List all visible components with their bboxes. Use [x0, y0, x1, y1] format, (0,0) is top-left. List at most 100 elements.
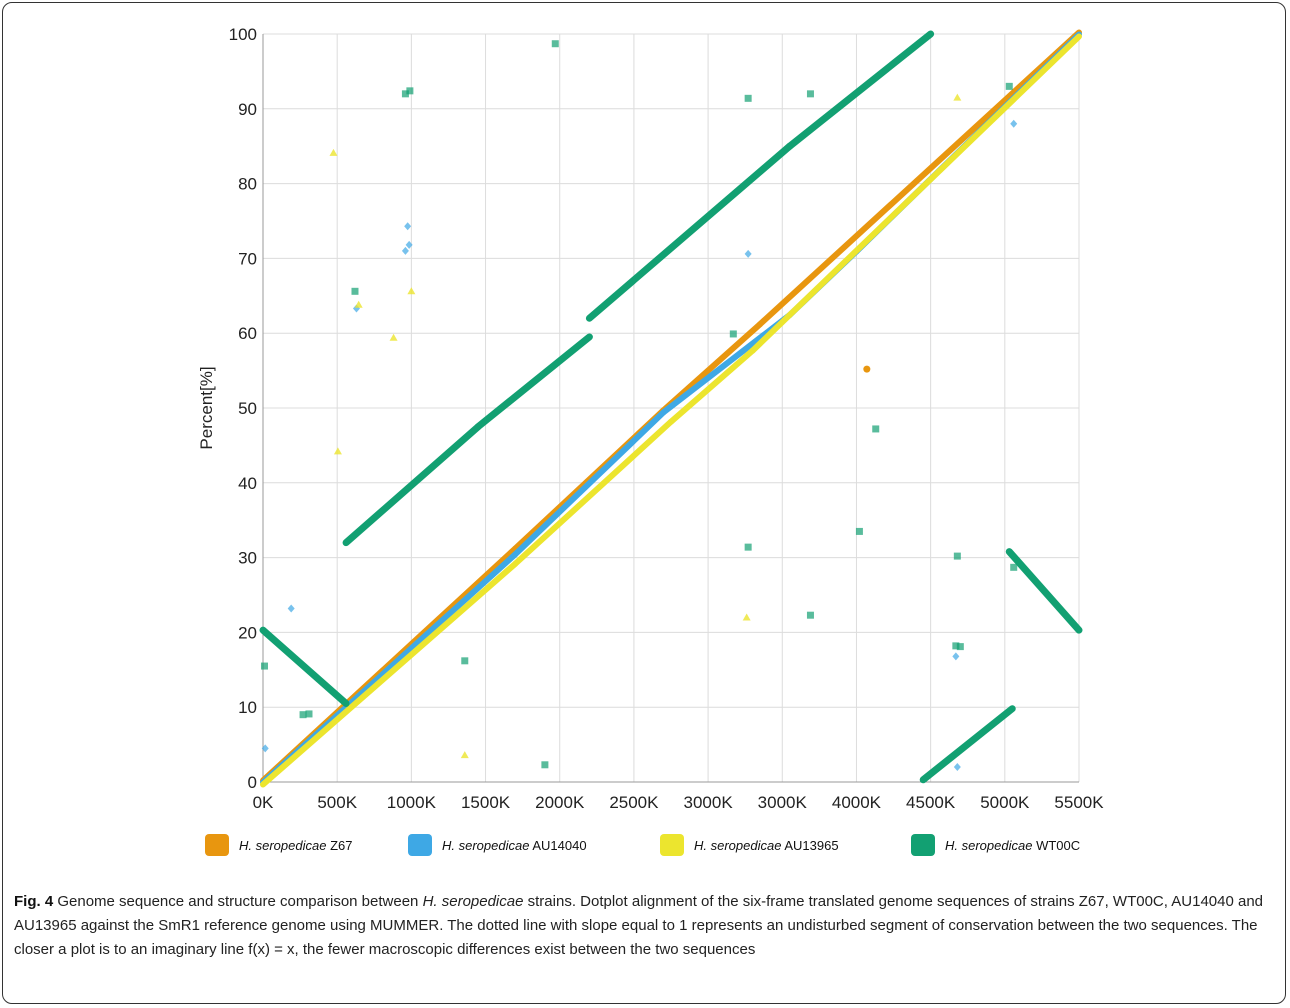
data-point: [389, 333, 398, 341]
data-point: [1005, 82, 1013, 90]
data-point: [806, 611, 814, 619]
legend-item-wt00c: H. seropedicae WT00C: [911, 832, 1080, 858]
y-tick-label: 80: [238, 175, 257, 194]
data-point: [744, 94, 752, 102]
y-tick-label: 50: [238, 399, 257, 418]
caption-species: H. seropedicae: [422, 893, 524, 910]
x-tick-label: 500K: [317, 793, 357, 812]
data-point: [872, 425, 880, 433]
alignment-segment: [259, 626, 350, 707]
data-point: [952, 642, 960, 650]
alignment-segment: [260, 560, 519, 788]
legend-label-au14040: H. seropedicae AU14040: [442, 837, 587, 853]
data-point: [744, 543, 752, 551]
data-point: [305, 710, 313, 718]
alignment-segment: [474, 333, 593, 431]
x-tick-label: 5500K: [1054, 793, 1104, 812]
x-tick-label: 4000K: [832, 793, 882, 812]
data-point: [461, 657, 469, 665]
x-tick-label: 1000K: [387, 793, 437, 812]
data-point: [404, 222, 412, 231]
data-point: [952, 652, 960, 661]
y-tick-label: 30: [238, 549, 257, 568]
data-point: [953, 552, 961, 560]
dotplot-chart: 0K 500K 1000K 1500K 2000K 2500K 3000K 3000K 4000…: [197, 25, 1104, 812]
legend-swatch-z67: [205, 834, 229, 856]
data-point: [407, 287, 416, 295]
data-point: [405, 240, 413, 249]
legend-swatch-au13965: [660, 834, 684, 856]
legend-label-z67: H. seropedicae Z67: [239, 837, 353, 853]
data-point: [806, 90, 814, 98]
alignment-segment: [668, 347, 756, 425]
y-tick-label: 60: [238, 324, 257, 343]
y-tick-label: 10: [238, 698, 257, 717]
data-point: [460, 751, 469, 759]
alignment-segment: [1005, 548, 1083, 634]
y-tick-label: 40: [238, 474, 257, 493]
data-point: [354, 300, 363, 308]
data-point: [401, 246, 409, 255]
data-point: [863, 365, 871, 373]
data-point: [742, 613, 751, 621]
data-point: [261, 744, 269, 753]
y-tick-label: 90: [238, 100, 257, 119]
series-wt00c: [259, 30, 1083, 784]
data-point: [541, 761, 549, 769]
alignment-segment: [757, 29, 1082, 328]
legend-label-wt00c: H. seropedicae WT00C: [945, 837, 1081, 853]
data-point: [329, 148, 338, 156]
data-point: [953, 93, 962, 101]
data-point: [744, 249, 752, 258]
x-tick-label: 4500K: [906, 793, 956, 812]
data-point: [260, 662, 268, 670]
legend-swatch-wt00c: [911, 834, 935, 856]
chart-legend: H. seropedicae Z67 H. seropedicae AU1404…: [205, 832, 1105, 858]
data-point: [1010, 119, 1018, 128]
y-axis-label: Percent[%]: [197, 366, 216, 449]
alignment-segment: [342, 423, 482, 547]
alignment-segment: [660, 321, 764, 414]
figure-caption: Fig. 4 Genome sequence and structure com…: [14, 890, 1276, 962]
data-point: [953, 763, 961, 772]
data-point: [406, 87, 414, 95]
y-tick-label: 0: [248, 773, 257, 792]
data-point: [333, 447, 342, 455]
y-tick-label: 20: [238, 623, 257, 642]
points-au13965: [329, 93, 962, 759]
data-point: [729, 330, 737, 338]
alignment-segment: [512, 418, 674, 567]
x-tick-label: 3000K: [684, 793, 734, 812]
data-point: [287, 604, 295, 613]
alignment-segment: [786, 30, 935, 150]
alignment-segment: [512, 409, 667, 558]
alignment-segment: [585, 142, 794, 322]
points-wt00c: [260, 40, 1018, 769]
series-au13965: [260, 33, 1082, 788]
caption-text-1: Genome sequence and structure comparison…: [53, 893, 423, 910]
legend-swatch-au14040: [408, 834, 432, 856]
points-z67: [863, 365, 871, 373]
alignment-segment: [919, 705, 1016, 784]
legend-item-au13965: H. seropedicae AU13965: [660, 832, 839, 858]
data-point: [1010, 563, 1018, 571]
caption-figure-label: Fig. 4: [14, 893, 54, 910]
x-tick-label: 5000K: [980, 793, 1030, 812]
caption-text-2: strains. Dotplot alignment of the six-fr…: [14, 893, 1264, 958]
x-tick-label: 0K: [253, 793, 274, 812]
alignment-segment: [749, 33, 1082, 354]
points-au14040: [261, 119, 1018, 772]
x-tick-label: 3000K: [758, 793, 808, 812]
legend-item-z67: H. seropedicae Z67: [205, 832, 352, 858]
y-tick-label: 100: [229, 25, 257, 44]
data-point: [351, 287, 359, 295]
y-tick-label: 70: [238, 249, 257, 268]
x-tick-label: 1500K: [461, 793, 511, 812]
data-point: [855, 527, 863, 535]
legend-item-au14040: H. seropedicae AU14040: [408, 832, 587, 858]
x-tick-label: 2000K: [535, 793, 585, 812]
data-point: [401, 90, 409, 98]
data-point: [956, 643, 964, 651]
legend-label-au13965: H. seropedicae AU13965: [694, 837, 839, 853]
